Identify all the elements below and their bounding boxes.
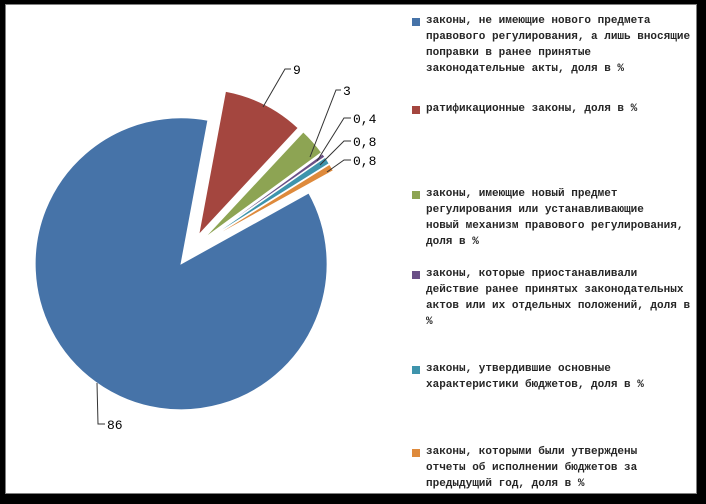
legend-label: ратификационные законы, доля в %: [426, 101, 637, 117]
legend-label-line: законы, утвердившие основные: [426, 363, 611, 375]
legend-label-line: законы, имеющие новый предмет: [426, 188, 618, 200]
legend-label-line: правового регулирования, а лишь вносящие: [426, 31, 691, 43]
pie-slice-2: [203, 131, 323, 240]
pie-chart-frame: 86 9 3 0,4 0,8 0,8 законы, не имеющие нового …: [5, 4, 697, 494]
legend-label: законы, утвердившие основные характерист…: [426, 361, 644, 393]
legend-swatch: [412, 18, 420, 26]
legend-swatch: [412, 449, 420, 457]
pie-slice-5: [205, 163, 335, 242]
legend-label-line: новый механизм правового регулирования,: [426, 220, 684, 232]
legend-label-line: характеристики бюджетов, доля в %: [426, 379, 644, 391]
legend-label: законы, не имеющие нового предмета право…: [426, 13, 690, 77]
pie-plot: 86 9 30,4 0,8 0,8: [34, 63, 377, 433]
legend-item: законы, утвердившие основные характерист…: [412, 361, 644, 393]
slice-leader-line-1: [262, 68, 291, 108]
legend-label-line: %: [426, 316, 433, 328]
slice-leader-line-0: [96, 382, 105, 425]
chart-legend: законы, не имеющие нового предмета право…: [412, 5, 696, 493]
legend-label-line: законодательные акты, доля в %: [426, 63, 625, 75]
legend-label-line: действие ранее принятых законодательных: [426, 284, 684, 296]
legend-item: законы, которые приостанавливали действи…: [412, 266, 690, 330]
pie-slice-4: [204, 156, 330, 242]
legend-label-line: предыдущий год, доля в %: [426, 478, 585, 490]
legend-label: законы, имеющие новый предмет регулирова…: [426, 186, 683, 250]
slice-value-label-5: 0,8: [353, 154, 376, 169]
legend-item: законы, которыми были утверждены отчеты …: [412, 444, 637, 492]
pie-slice-0: [34, 117, 328, 411]
slice-value-label-0: 86: [107, 418, 123, 433]
legend-label: законы, которые приостанавливали действи…: [426, 266, 690, 330]
legend-item: ратификационные законы, доля в %: [412, 101, 637, 117]
slice-leader-line-4: [319, 140, 351, 166]
slice-value-label-2: 3: [343, 84, 351, 99]
legend-swatch: [412, 366, 420, 374]
slice-value-label-4: 0,8: [353, 135, 376, 150]
legend-swatch: [412, 271, 420, 279]
legend-label-line: законы, которыми были утверждены: [426, 446, 638, 458]
legend-swatch: [412, 106, 420, 114]
legend-label-line: отчеты об исполнении бюджетов за: [426, 462, 638, 474]
slice-leader-line-2: [309, 89, 341, 158]
slice-leader-line-3: [316, 117, 351, 162]
legend-swatch: [412, 191, 420, 199]
legend-label-line: поправки в ранее принятые: [426, 47, 592, 59]
legend-label-line: регулирования или устанавливающие: [426, 204, 644, 216]
pie-slice-3: [204, 153, 326, 241]
slice-value-label-1: 9: [293, 63, 301, 78]
legend-label: законы, которыми были утверждены отчеты …: [426, 444, 637, 492]
legend-label-line: доля в %: [426, 236, 479, 248]
legend-label-line: ратификационные законы, доля в %: [426, 103, 638, 115]
legend-label-line: законы, которые приостанавливали: [426, 268, 638, 280]
legend-label-line: законы, не имеющие нового предмета: [426, 15, 651, 27]
slice-leader-line-5: [326, 159, 351, 173]
slice-value-label-3: 0,4: [353, 112, 377, 127]
legend-label-line: актов или их отдельных положений, доля в: [426, 300, 691, 312]
legend-item: законы, не имеющие нового предмета право…: [412, 13, 690, 77]
legend-item: законы, имеющие новый предмет регулирова…: [412, 186, 683, 250]
